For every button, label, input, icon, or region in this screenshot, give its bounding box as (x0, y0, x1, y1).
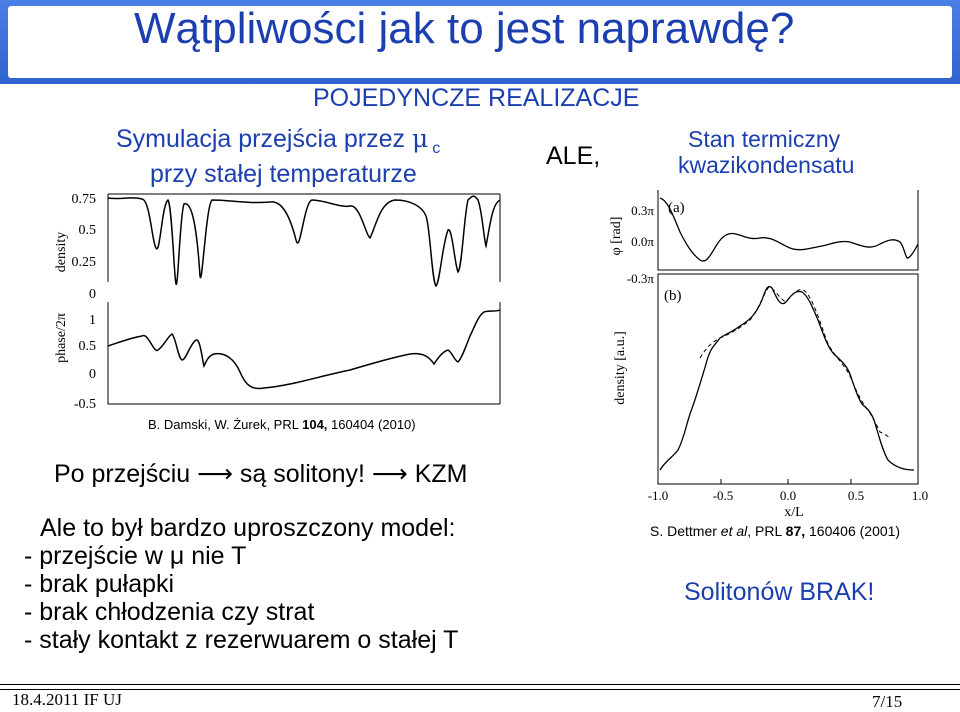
citation-volume: 104, (302, 417, 328, 432)
phi-panel-frame (657, 190, 919, 271)
density-ylabel: density (54, 232, 69, 272)
phase-tick-label: 0 (89, 367, 96, 382)
phi-tick-label: -0.3π (627, 271, 655, 286)
citation-mid: , PRL (747, 523, 786, 539)
x-tick-label: 0.0 (780, 488, 796, 503)
solitons-suffix: KZM (407, 460, 468, 488)
citation-rest: 160406 (2001) (805, 523, 901, 539)
density-curve (107, 195, 501, 288)
density-fit-curve (699, 286, 891, 439)
citation-authors: B. Damski, W. Żurek, PRL (148, 417, 303, 432)
arrow-icon: ⟶ (371, 459, 408, 488)
subtitle: POJEDYNCZE REALIZACJE (313, 84, 640, 112)
solitons-prefix: Po przejściu (54, 460, 198, 488)
phase-ylabel: phase/2π (54, 313, 69, 363)
density-panel-frame-right (657, 273, 919, 485)
right-citation: S. Dettmer et al, PRL 87, 160406 (2001) (650, 523, 900, 539)
subscript-c: c (432, 140, 441, 157)
phi-ylabel: φ [rad] (609, 217, 624, 256)
phi-tick-label: 0.3π (631, 203, 654, 218)
x-tick-label: -1.0 (648, 488, 669, 503)
left-simulation-plot: density phase/2π 0.75 0.5 0.25 0 1 0.5 0… (54, 192, 501, 412)
panel-label-b: (b) (664, 288, 682, 304)
right-heading-line2: kwazikondensatu (678, 152, 855, 178)
x-axis-ticks (657, 479, 919, 484)
footer-date-place: 18.4.2011 IF UJ (12, 690, 122, 709)
solitons-middle: są solitony! (232, 460, 372, 488)
density-tick-label: 0.25 (72, 255, 97, 270)
model-line: Ale to był bardzo uproszczony model: (40, 514, 456, 542)
x-tick-label: -0.5 (713, 488, 734, 503)
mu-symbol: μ (411, 124, 429, 153)
right-heading-line1: Stan termiczny (688, 126, 841, 152)
citation-etal: et al (720, 523, 748, 539)
solitons-line: Po przejściu ⟶ są solitony! ⟶ KZM (54, 459, 467, 489)
density-tick-label: 0.75 (72, 192, 97, 207)
phi-curve (659, 197, 919, 262)
density-ylabel-right: density [a.u.] (613, 331, 628, 404)
density-tick-label: 0.5 (79, 223, 97, 238)
phase-tick-label: 0.5 (79, 339, 97, 354)
phase-tick-label: -0.5 (74, 397, 96, 412)
panel-label-a: (a) (668, 200, 685, 216)
model-line: - przejście w μ nie T (24, 542, 247, 570)
x-tick-label: 1.0 (912, 488, 928, 503)
density-panel-frame (107, 193, 501, 282)
left-citation: B. Damski, W. Żurek, PRL 104, 160404 (20… (148, 417, 416, 432)
model-line: - brak pułapki (24, 570, 175, 598)
density-tick-label: 0 (89, 287, 96, 302)
density-curve-right (659, 285, 915, 471)
left-heading-line2: przy stałej temperaturze (150, 160, 417, 188)
slide-title: Wątpliwości jak to jest naprawdę? (134, 4, 795, 53)
x-tick-label: 0.5 (848, 488, 864, 503)
footer-line (0, 689, 960, 690)
phase-tick-label: 1 (89, 313, 96, 328)
phi-tick-label: 0.0π (631, 234, 654, 249)
model-text-block: Ale to był bardzo uproszczony model: - p… (24, 514, 458, 654)
citation-volume: 87, (785, 523, 806, 539)
citation-rest: 160404 (2010) (327, 417, 416, 432)
arrow-icon: ⟶ (197, 459, 233, 488)
page-number: 7/15 (872, 692, 903, 711)
phase-panel-frame (107, 302, 501, 405)
phase-curve (107, 309, 501, 390)
ale-label: ALE, (546, 142, 601, 170)
model-line: - stały kontakt z rezerwuarem o stałej T (24, 626, 459, 654)
footer-line (0, 684, 960, 685)
solitonow-brak: Solitonów BRAK! (684, 578, 875, 606)
x-axis-label: x/L (784, 505, 803, 518)
model-line: - brak chłodzenia czy strat (24, 598, 315, 626)
citation-authors: S. Dettmer (650, 523, 721, 539)
right-experiment-plot: φ [rad] density [a.u.] 0.3π 0.0π -0.3π (… (609, 190, 928, 518)
title-panel (8, 6, 952, 78)
left-heading-text: Symulacja przejścia przez (116, 125, 412, 153)
